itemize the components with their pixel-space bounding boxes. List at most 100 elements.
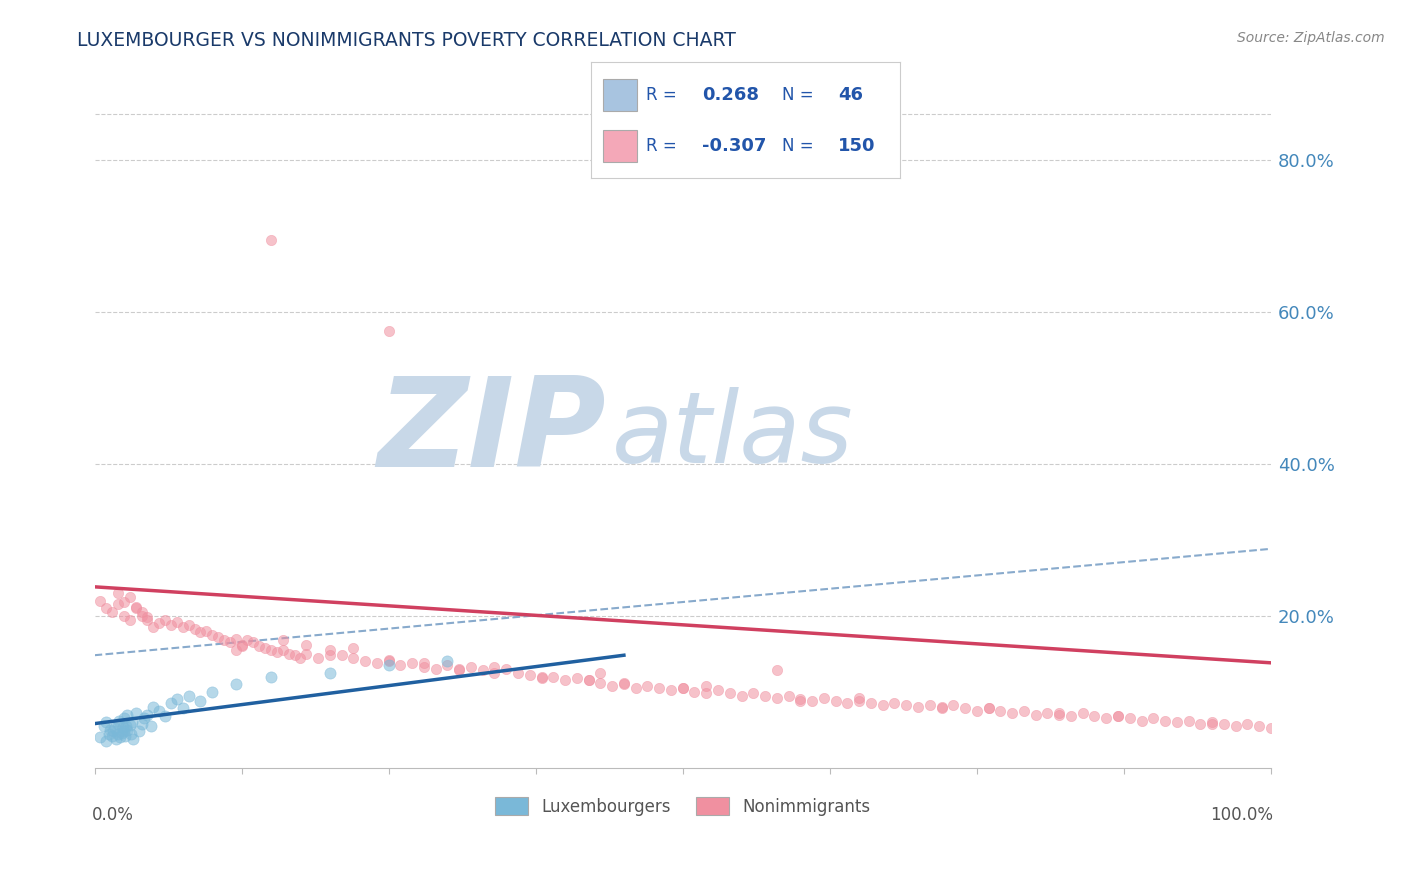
Point [425, 662, 447, 676]
Point [484, 665, 506, 680]
Point [225, 677, 247, 691]
Point [718, 686, 741, 700]
Point [1012, 704, 1035, 718]
Point [931, 701, 953, 715]
Point [613, 675, 636, 690]
Point [114, 729, 136, 743]
FancyBboxPatch shape [603, 78, 637, 112]
Point [413, 656, 436, 670]
Point [104, 731, 127, 746]
Text: ZIP: ZIP [377, 372, 606, 492]
Point [636, 679, 658, 693]
Point [1201, 716, 1223, 731]
Point [977, 701, 1000, 715]
Point [101, 605, 124, 619]
Point [377, 654, 399, 668]
Point [319, 665, 342, 680]
Point [160, 696, 183, 710]
Text: LUXEMBOURGER VS NONIMMIGRANTS POVERTY CORRELATION CHART: LUXEMBOURGER VS NONIMMIGRANTS POVERTY CO… [77, 31, 737, 50]
Point [283, 648, 305, 663]
Point [942, 698, 965, 713]
Point [110, 725, 132, 739]
Point [366, 656, 388, 670]
Point [377, 324, 399, 338]
Point [672, 681, 695, 695]
Point [142, 620, 165, 634]
Point [1107, 709, 1129, 723]
Point [413, 660, 436, 674]
Point [1249, 719, 1271, 733]
Point [96, 734, 118, 748]
Point [118, 613, 141, 627]
Text: Source: ZipAtlas.com: Source: ZipAtlas.com [1237, 31, 1385, 45]
Point [342, 650, 364, 665]
Point [1060, 709, 1083, 723]
Point [112, 608, 135, 623]
Point [977, 701, 1000, 715]
Point [1236, 716, 1258, 731]
Point [125, 601, 148, 615]
Point [543, 669, 565, 683]
Point [121, 715, 143, 730]
Point [172, 620, 194, 634]
Point [778, 689, 800, 703]
Point [136, 613, 159, 627]
Point [1142, 711, 1164, 725]
Point [754, 689, 776, 703]
Point [1071, 706, 1094, 720]
Point [115, 719, 138, 733]
Text: R =: R = [647, 86, 682, 103]
Point [271, 633, 294, 648]
Point [98, 723, 121, 737]
Point [907, 699, 929, 714]
Text: R =: R = [647, 137, 682, 155]
Point [125, 706, 148, 720]
Point [766, 690, 789, 705]
Text: N =: N = [782, 86, 820, 103]
Point [132, 711, 155, 725]
Point [97, 726, 120, 740]
Point [377, 658, 399, 673]
Point [190, 694, 212, 708]
Point [789, 694, 811, 708]
Point [918, 698, 941, 713]
Point [988, 704, 1011, 718]
Text: 100.0%: 100.0% [1211, 806, 1274, 824]
Point [242, 635, 264, 649]
Point [389, 658, 412, 673]
Point [139, 719, 162, 733]
Point [260, 233, 283, 247]
Point [166, 615, 188, 629]
Point [742, 686, 765, 700]
Point [148, 704, 170, 718]
Point [1047, 707, 1070, 722]
Point [1001, 706, 1024, 720]
Point [848, 690, 870, 705]
Point [131, 608, 153, 623]
Point [1047, 706, 1070, 720]
Point [319, 643, 342, 657]
Point [648, 681, 671, 695]
Point [530, 669, 553, 683]
Point [89, 593, 111, 607]
Point [112, 711, 135, 725]
Point [160, 617, 183, 632]
Point [218, 635, 240, 649]
Point [766, 664, 789, 678]
Point [872, 698, 894, 713]
Point [117, 723, 139, 737]
Point [484, 660, 506, 674]
Point [307, 650, 329, 665]
Point [231, 639, 253, 653]
Point [172, 701, 194, 715]
Point [148, 616, 170, 631]
Point [859, 696, 882, 710]
Point [460, 660, 482, 674]
Point [122, 731, 145, 746]
Point [111, 720, 134, 734]
Point [801, 694, 824, 708]
Point [177, 617, 200, 632]
Point [565, 671, 588, 685]
Point [166, 692, 188, 706]
Point [201, 628, 224, 642]
